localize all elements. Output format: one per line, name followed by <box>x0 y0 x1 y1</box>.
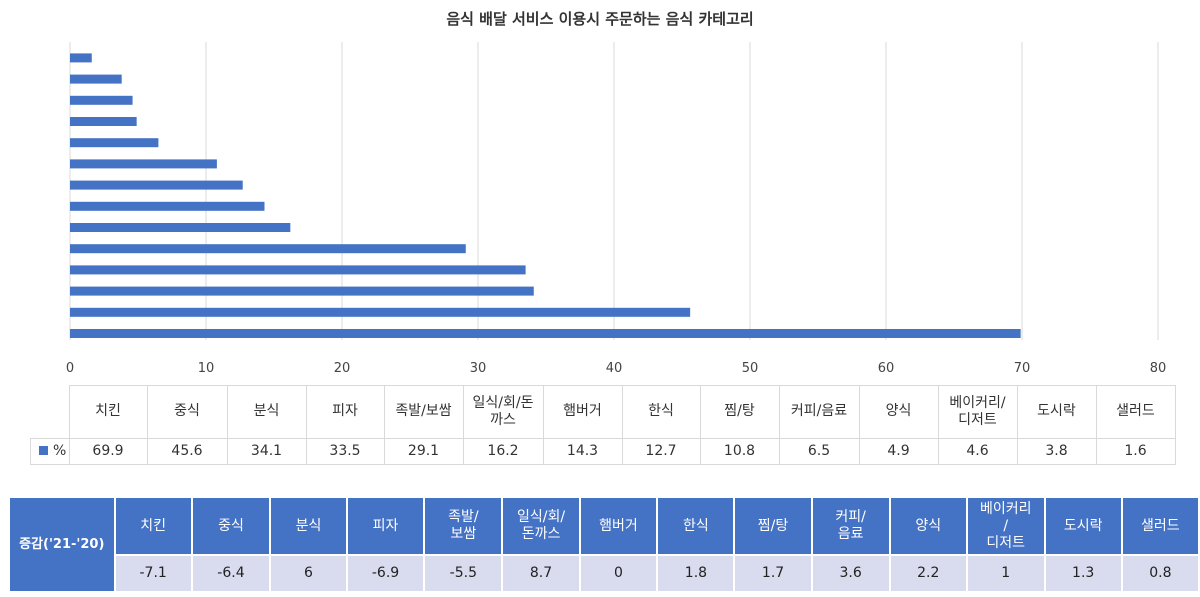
change-table-header-cell: 한식 <box>656 496 736 556</box>
data-table-header-cell: 일식/회/돈 까스 <box>462 385 544 439</box>
data-table-value-cell: 4.9 <box>858 437 939 465</box>
change-table-value-cell: 0 <box>578 554 659 593</box>
data-table-value-cell: 6.5 <box>778 437 860 465</box>
data-table-value-cell: 12.7 <box>621 437 701 465</box>
data-table-header-cell: 양식 <box>858 385 939 439</box>
change-table-header-cell: 커피/ 음료 <box>810 496 891 556</box>
change-table-value-cell: -6.4 <box>190 554 272 593</box>
x-tick-label: 40 <box>606 361 623 376</box>
bar-치킨 <box>70 329 1021 338</box>
x-tick-label: 20 <box>334 361 351 376</box>
data-table-header-cell: 커피/음료 <box>778 385 860 439</box>
change-table-value-cell: 1.3 <box>1043 554 1123 593</box>
data-table-value-row: % 69.9 45.6 34.1 33.5 29.1 16.2 14.3 12.7 10.8 6.… <box>30 437 1176 465</box>
change-table-value-cell: -6.9 <box>345 554 426 593</box>
bar-분식 <box>70 286 534 296</box>
change-table-value-cell: 8.7 <box>501 554 581 593</box>
data-table-header-cell: 족발/보쌈 <box>383 385 464 439</box>
change-table-value-cell: 1 <box>965 554 1046 593</box>
data-table-header-cell: 베이커리/ 디저트 <box>937 385 1018 439</box>
change-table-value-cell: 3.6 <box>810 554 891 593</box>
data-table: 치킨 중식 분식 피자 족발/보쌈 일식/회/돈 까스 햄버거 한식 찜/탕 커피/음료 양식 베이커… <box>30 385 1176 465</box>
bar-커피/음료 <box>70 138 159 148</box>
bar-chart: 0 10 20 30 40 50 60 70 80 <box>66 42 1167 376</box>
data-table-value-cell: 29.1 <box>383 437 464 465</box>
change-table-value-cell: 6 <box>269 554 348 593</box>
change-table-header-cell: 피자 <box>345 496 426 556</box>
change-table-header-cell: 족발/ 보쌈 <box>423 496 504 556</box>
bar-양식 <box>70 117 137 126</box>
change-table-value-cell: 0.8 <box>1120 554 1200 593</box>
bar-피자 <box>70 265 526 275</box>
change-table-header-cell: 양식 <box>888 496 968 556</box>
bar-찜/탕 <box>70 159 217 169</box>
change-table-value-cell: 1.7 <box>733 554 813 593</box>
x-tick-label: 10 <box>198 361 215 376</box>
change-table-value-cell: 1.8 <box>656 554 736 593</box>
data-table-header-cell: 햄버거 <box>542 385 623 439</box>
x-tick-label: 60 <box>878 361 895 376</box>
change-table-header-cell: 햄버거 <box>578 496 659 556</box>
data-table-value-cell: 33.5 <box>305 437 385 465</box>
change-table-value-cell: -7.1 <box>113 554 193 593</box>
data-table-value-cell: 1.6 <box>1095 437 1176 465</box>
change-table-value-cell: 2.2 <box>888 554 968 593</box>
change-table: 증감('21-'20) 치킨 중식 분식 피자 족발/ 보쌈 일식/회/ 돈까스 햄버거 한식… <box>8 496 1200 593</box>
change-table-header-cell: 베이커리 / 디저트 <box>965 496 1046 556</box>
change-table-label: 증감('21-'20) <box>8 496 116 593</box>
data-table-value-cell: 34.1 <box>226 437 307 465</box>
data-table-header-row: 치킨 중식 분식 피자 족발/보쌈 일식/회/돈 까스 햄버거 한식 찜/탕 커피/음료 양식 베이커… <box>30 385 1176 439</box>
change-table-header-cell: 도시락 <box>1043 496 1123 556</box>
change-table-header-cell: 일식/회/ 돈까스 <box>501 496 581 556</box>
bar-족발/보쌈 <box>70 244 466 254</box>
bar-중식 <box>70 307 691 317</box>
bar-베이커리/디저트 <box>70 95 133 105</box>
change-table-value-cell: -5.5 <box>423 554 504 593</box>
change-table-value-row: -7.1 -6.4 6 -6.9 -5.5 8.7 0 1.8 1.7 3.6 2.2 1 1.3 0.8 <box>9 554 1200 593</box>
bar-일식/회/돈까스 <box>70 223 291 232</box>
x-tick-label: 50 <box>742 361 759 376</box>
bar-샐러드 <box>70 53 92 63</box>
data-table-value-cell: 45.6 <box>146 437 228 465</box>
data-table-header-cell: 도시락 <box>1016 385 1097 439</box>
data-table-value-cell: 69.9 <box>68 437 148 465</box>
legend-label: % <box>53 442 67 459</box>
bar-한식 <box>70 180 243 190</box>
legend-swatch-icon <box>39 446 48 455</box>
data-table-header-cell: 피자 <box>305 385 385 439</box>
x-tick-label: 70 <box>1014 361 1031 376</box>
x-tick-label: 30 <box>470 361 487 376</box>
change-table-header-cell: 찜/탕 <box>733 496 813 556</box>
change-table-header-cell: 중식 <box>190 496 272 556</box>
change-table-header-cell: 분식 <box>269 496 348 556</box>
data-table-header-cell: 찜/탕 <box>699 385 780 439</box>
data-table-value-cell: 16.2 <box>462 437 544 465</box>
bar-햄버거 <box>70 201 265 211</box>
data-table-value-cell: 3.8 <box>1016 437 1097 465</box>
x-tick-label: 80 <box>1150 361 1167 376</box>
change-table-header-cell: 치킨 <box>113 496 193 556</box>
data-table-header-cell: 중식 <box>146 385 228 439</box>
data-table-value-cell: 10.8 <box>699 437 780 465</box>
x-tick-label: 0 <box>66 361 74 376</box>
chart-title: 음식 배달 서비스 이용시 주문하는 음식 카테고리 <box>446 10 754 28</box>
data-table-corner <box>30 385 70 439</box>
data-table-value-cell: 14.3 <box>542 437 623 465</box>
bar-도시락 <box>70 74 122 84</box>
data-table-header-cell: 한식 <box>621 385 701 439</box>
change-table-header-cell: 샐러드 <box>1120 496 1200 556</box>
data-table-value-cell: 4.6 <box>937 437 1018 465</box>
data-table-header-cell: 치킨 <box>68 385 148 439</box>
data-table-header-cell: 샐러드 <box>1095 385 1176 439</box>
change-table-header-row: 증감('21-'20) 치킨 중식 분식 피자 족발/ 보쌈 일식/회/ 돈까스 햄버거 한식… <box>8 496 1200 593</box>
data-table-header-cell: 분식 <box>226 385 307 439</box>
legend-cell: % <box>30 437 70 465</box>
